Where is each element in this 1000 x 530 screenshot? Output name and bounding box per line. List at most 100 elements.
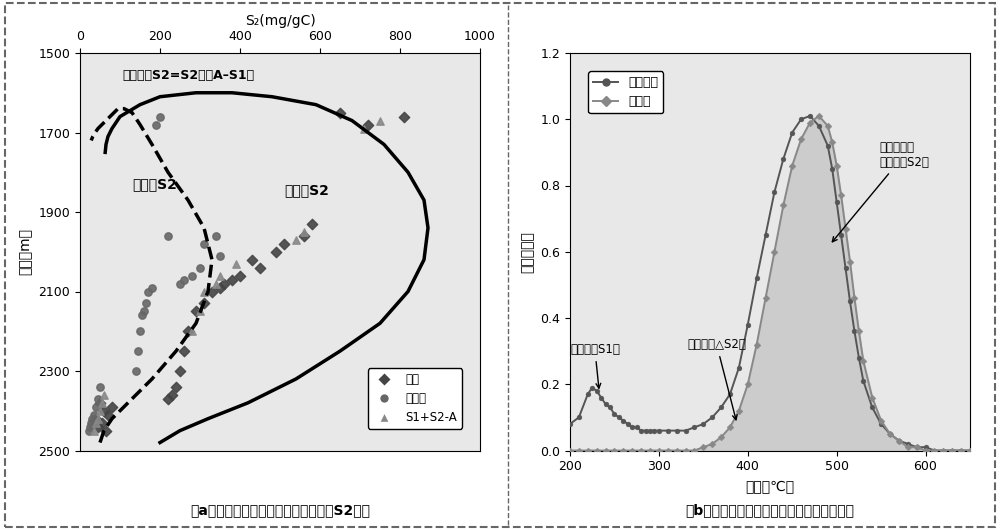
Point <box>98 426 114 435</box>
Point <box>208 232 224 240</box>
抽提后 <box>733 408 745 414</box>
抽提后 <box>795 136 807 142</box>
Point <box>244 255 260 264</box>
Point <box>88 414 104 423</box>
Point <box>360 120 376 129</box>
抽提后 <box>564 447 576 454</box>
Point <box>164 391 180 399</box>
抽提后 <box>742 381 754 387</box>
原始样品 <box>804 113 816 119</box>
Point <box>228 260 244 268</box>
Point <box>184 271 200 280</box>
抽提后 <box>697 444 709 450</box>
Point <box>160 395 176 403</box>
Legend: 原始, 抽提后, S1+S2-A: 原始, 抽提后, S1+S2-A <box>368 368 462 429</box>
抽提后 <box>680 447 692 454</box>
抽提后 <box>591 447 603 454</box>
Point <box>212 252 228 260</box>
原始样品 <box>631 424 643 430</box>
Text: （b）青山口组页屹抖提前后屹石热解图对比: （b）青山口组页屹抖提前后屹石热解图对比 <box>686 503 854 517</box>
Point <box>180 327 196 335</box>
抽提后 <box>813 113 825 119</box>
抽提后 <box>777 202 789 208</box>
抽提后 <box>831 162 843 169</box>
Line: 抽提后: 抽提后 <box>568 113 972 453</box>
Point <box>268 248 284 256</box>
Point <box>94 399 110 407</box>
Y-axis label: 检测响应值: 检测响应值 <box>521 231 535 273</box>
抽提后 <box>671 447 683 454</box>
Point <box>196 287 212 296</box>
Point <box>90 422 106 431</box>
Point <box>192 307 208 316</box>
Point <box>372 117 388 125</box>
抽提后 <box>857 358 869 364</box>
Point <box>86 410 102 419</box>
Point <box>104 403 120 411</box>
Point <box>296 232 312 240</box>
Point <box>92 407 108 415</box>
抽提后 <box>928 447 940 454</box>
Point <box>90 414 106 423</box>
X-axis label: 温度（℃）: 温度（℃） <box>745 479 795 493</box>
Point <box>144 284 160 292</box>
Point <box>396 112 412 121</box>
抽提后 <box>706 441 718 447</box>
Text: 抽提前S2: 抽提前S2 <box>284 183 329 197</box>
Point <box>160 232 176 240</box>
抽提后 <box>786 162 798 169</box>
Text: 抽提后的S2=S2－（A–S1）: 抽提后的S2=S2－（A–S1） <box>122 69 254 82</box>
原始样品 <box>946 447 958 454</box>
抽提后 <box>884 431 896 437</box>
Point <box>130 347 146 355</box>
Point <box>208 279 224 288</box>
抽提后 <box>848 295 860 301</box>
Point <box>92 399 108 407</box>
Point <box>82 422 98 431</box>
Point <box>90 395 106 403</box>
抽提后 <box>853 328 865 334</box>
抽提后 <box>608 447 620 454</box>
抽提后 <box>946 447 958 454</box>
抽提后 <box>866 394 878 401</box>
抽提后 <box>573 447 585 454</box>
原始样品 <box>848 328 860 334</box>
Text: （a）青山口组页屹抖提前后裂解烴烳S2对比: （a）青山口组页屹抖提前后裂解烴烳S2对比 <box>190 503 370 517</box>
Point <box>148 120 164 129</box>
原始样品 <box>964 447 976 454</box>
Point <box>188 307 204 316</box>
Point <box>88 403 104 411</box>
Point <box>86 426 102 435</box>
抽提后 <box>662 447 674 454</box>
Point <box>216 279 232 288</box>
抽提后 <box>937 447 949 454</box>
Point <box>196 299 212 308</box>
Text: 抽提后S2: 抽提后S2 <box>132 177 177 191</box>
抽提后 <box>600 447 612 454</box>
Point <box>94 419 110 427</box>
抽提后 <box>893 437 905 444</box>
Point <box>176 347 192 355</box>
抽提后 <box>955 447 967 454</box>
Point <box>296 228 312 236</box>
抽提后 <box>875 418 887 424</box>
Point <box>100 410 116 419</box>
Point <box>212 271 228 280</box>
Point <box>172 367 188 375</box>
原始样品 <box>928 447 940 454</box>
Point <box>134 311 150 320</box>
Point <box>232 271 248 280</box>
抽提后 <box>635 447 647 454</box>
抽提后 <box>804 119 816 126</box>
Point <box>84 414 100 423</box>
原始样品 <box>831 199 843 205</box>
Point <box>88 419 104 427</box>
Point <box>356 124 372 132</box>
Text: 固体有机质
（抽提后S2）: 固体有机质 （抽提后S2） <box>832 141 929 242</box>
抽提后 <box>822 123 834 129</box>
Text: 吸附油（△S2）: 吸附油（△S2） <box>687 338 746 420</box>
Point <box>212 284 228 292</box>
Legend: 原始样品, 抽提后: 原始样品, 抽提后 <box>588 71 663 113</box>
Point <box>138 299 154 308</box>
Point <box>140 287 156 296</box>
